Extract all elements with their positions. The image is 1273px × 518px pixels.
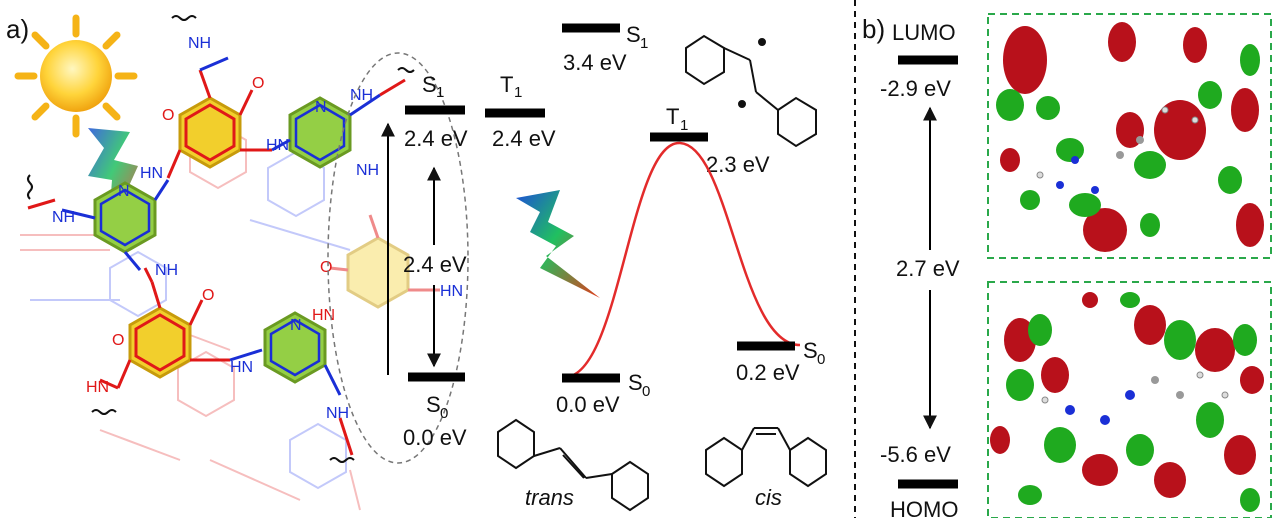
framework-shadow-layers (20, 122, 361, 511)
left-t1-letter: T (500, 72, 513, 97)
left-s1-sub: 1 (436, 84, 444, 101)
atom-label-n: N (118, 183, 130, 200)
homo-positive-lobes (1006, 292, 1260, 512)
atom-label-o: O (252, 75, 264, 92)
lumo-atoms (1036, 106, 1199, 194)
left-s0-value: 0.0 eV (403, 425, 467, 450)
potential-energy-curve (564, 141, 801, 379)
atom-labels: NH O O HN NH HN NH NH NH O O HN HN NH HN… (52, 35, 463, 422)
atom-label-o: O (112, 332, 124, 349)
left-s1-value: 2.4 eV (404, 126, 468, 151)
atom-label-hn: HN (266, 137, 289, 154)
framework-bonds (27, 56, 406, 456)
panel-a-label: a) (6, 14, 29, 44)
triazine-ring-left (93, 181, 157, 254)
atom-label-hn: HN (140, 165, 163, 182)
homo-value: -5.6 eV (880, 442, 951, 467)
right-s1-sub: 1 (640, 35, 648, 52)
lumo-negative-lobes (1000, 22, 1264, 252)
cis-stilbene-structure (705, 427, 827, 488)
right-s0-trans-sub: 0 (642, 383, 650, 400)
orbital-energy-diagram: LUMO -2.9 eV 2.7 eV -5.6 eV HOMO (880, 20, 960, 518)
atom-label-nh: NH (155, 262, 178, 279)
right-energy-diagram: S 1 3.4 eV T 1 2.3 eV S 0 0.0 eV S 0 0.2… (556, 22, 825, 417)
trans-label: trans (525, 485, 574, 510)
atom-label-nh: NH (326, 405, 349, 422)
light-bolt-icon (516, 190, 600, 298)
atom-label-nh: NH (52, 209, 75, 226)
atom-label-n: N (290, 317, 302, 334)
atom-label-o: O (202, 287, 214, 304)
right-t1-sub: 1 (680, 117, 688, 134)
right-s0-cis-letter: S (803, 338, 818, 363)
gap-value: 2.7 eV (896, 256, 960, 281)
left-t1-sub: 1 (514, 84, 522, 101)
triazine-ring-top-right (288, 96, 352, 169)
quinone-ring-bottom (116, 281, 230, 389)
atom-label-o: O (162, 107, 174, 124)
homo-label: HOMO (890, 497, 958, 518)
left-energy-diagram: S 1 2.4 eV T 1 2.4 eV 2.4 eV S 0 0.0 eV (381, 72, 556, 450)
light-bolt-icon (88, 128, 138, 232)
lumo-value: -2.9 eV (880, 76, 951, 101)
atom-label-nh: NH (356, 162, 379, 179)
right-s0-cis-value: 0.2 eV (736, 360, 800, 385)
right-t1-letter: T (666, 104, 679, 129)
homo-orbital-image (987, 281, 1272, 518)
panel-b-label: b) (862, 14, 885, 44)
right-s0-cis-sub: 0 (817, 351, 825, 368)
left-t1-value: 2.4 eV (492, 126, 556, 151)
left-s1-letter: S (422, 72, 437, 97)
cis-label: cis (755, 485, 782, 510)
atom-label-nh: NH (188, 35, 211, 52)
homo-atoms (1041, 371, 1229, 425)
left-s0-sub: 0 (440, 405, 448, 422)
right-s0-trans-letter: S (628, 370, 643, 395)
right-s0-trans-value: 0.0 eV (556, 392, 620, 417)
atom-label-hn: HN (86, 379, 109, 396)
atom-label-hn: HN (440, 283, 463, 300)
lumo-orbital-image (987, 13, 1272, 259)
left-gap-value: 2.4 eV (403, 252, 467, 277)
atom-label-hn: HN (230, 359, 253, 376)
homo-negative-lobes (990, 292, 1264, 498)
highlight-ellipse (327, 52, 469, 464)
sun-icon (14, 14, 138, 138)
right-s1-letter: S (626, 22, 641, 47)
right-t1-value: 2.3 eV (706, 152, 770, 177)
atom-label-o: O (320, 259, 332, 276)
atom-label-nh: NH (350, 87, 373, 104)
atom-label-hn: HN (312, 307, 335, 324)
trans-stilbene-structure (497, 418, 649, 512)
left-s0-letter: S (426, 392, 441, 417)
biradical-structure (685, 34, 817, 148)
lumo-positive-lobes (996, 44, 1260, 237)
polymer-continuation-marks (27, 15, 415, 463)
right-s1-value: 3.4 eV (563, 50, 627, 75)
lumo-label: LUMO (892, 20, 956, 45)
quinone-ring-top (166, 69, 272, 179)
quinone-ring-middle-faded (329, 214, 440, 309)
atom-label-n: N (315, 99, 327, 116)
